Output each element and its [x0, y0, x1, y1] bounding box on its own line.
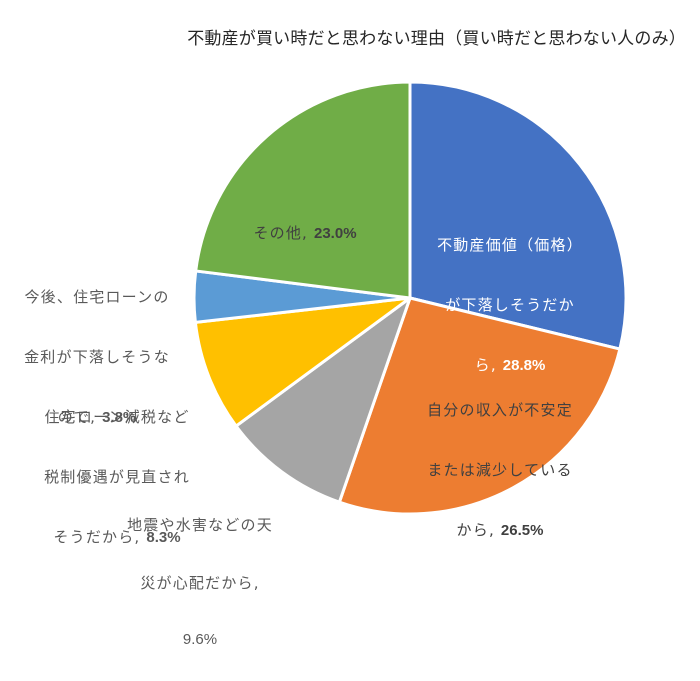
label-text: から, [456, 521, 501, 539]
label-text: ので, [57, 408, 103, 426]
pie-slice [193, 296, 412, 428]
chart-title: 不動産が買い時だと思わない理由（買い時だと思わない人のみ） [187, 29, 686, 49]
pie-slice [194, 80, 412, 300]
label-text: ら, [474, 356, 503, 374]
pie-chart [192, 80, 628, 516]
label-value: 8.3% [146, 529, 181, 546]
pie-slice [234, 296, 412, 504]
label-value: 9.6% [182, 631, 218, 648]
data-label-price-decline: 不動産価値（価格） が下落しそうだか ら, 28.8% [420, 200, 600, 411]
label-value: 26.5% [500, 522, 544, 539]
label-line: ので, 3.8% [2, 402, 192, 433]
data-label-other: その他, 23.0% [235, 188, 375, 279]
label-value: 23.0% [314, 225, 357, 242]
label-line: ら, 28.8% [420, 350, 600, 381]
label-line: 自分の収入が不安定 [427, 401, 573, 419]
label-line: から, 26.5% [410, 515, 590, 546]
pie-slice [337, 296, 622, 516]
label-line: そうだから, 8.3% [22, 522, 212, 553]
label-value: 3.8% [102, 409, 137, 426]
label-line: 地震や水害などの天 [127, 516, 273, 534]
label-line: 9.6% [105, 627, 295, 652]
pie-slices [192, 80, 628, 516]
data-label-interest-rate: 今後、住宅ローンの 金利が下落しそうな ので, 3.8% [2, 252, 192, 463]
label-line: その他, 23.0% [235, 218, 375, 249]
label-line: または減少している [427, 461, 573, 479]
label-line: 金利が下落しそうな [24, 348, 170, 366]
label-line: が下落しそうだか [445, 296, 575, 314]
label-line: 税制優遇が見直され [44, 468, 190, 486]
data-label-income-unstable: 自分の収入が不安定 または減少している から, 26.5% [410, 365, 590, 576]
label-text: そうだから, [53, 528, 147, 546]
pie-slice [408, 80, 628, 351]
data-label-tax-benefit: 住宅ローン減税など 税制優遇が見直され そうだから, 8.3% [22, 372, 212, 583]
label-line: 住宅ローン減税など [44, 408, 190, 426]
label-text: その他, [253, 224, 314, 242]
label-value: 28.8% [502, 357, 546, 374]
label-line: 不動産価値（価格） [437, 236, 583, 254]
label-line: 今後、住宅ローンの [24, 288, 170, 306]
